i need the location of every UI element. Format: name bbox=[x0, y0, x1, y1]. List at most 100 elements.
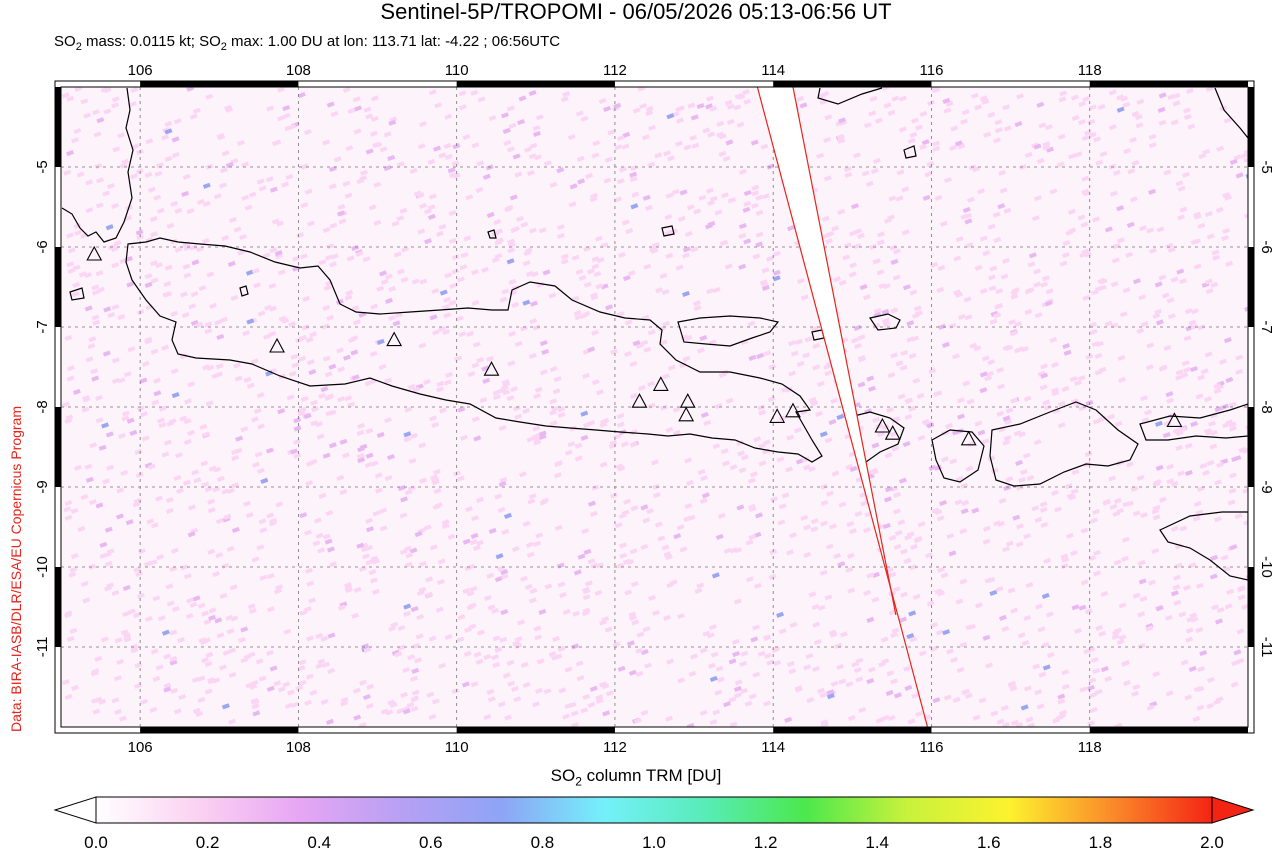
so2-pixel bbox=[582, 311, 591, 318]
so2-pixel bbox=[853, 243, 862, 250]
so2-pixel bbox=[886, 406, 895, 414]
so2-pixel bbox=[1175, 369, 1184, 376]
so2-pixel bbox=[322, 139, 331, 146]
so2-pixel bbox=[1074, 379, 1082, 387]
so2-pixel bbox=[201, 238, 210, 245]
so2-pixel bbox=[982, 250, 991, 257]
volcano-marker bbox=[652, 376, 669, 391]
border-segment bbox=[140, 727, 299, 733]
so2-pixel bbox=[140, 698, 149, 705]
so2-pixel bbox=[849, 528, 857, 535]
so2-pixel bbox=[422, 378, 431, 386]
so2-pixel bbox=[169, 659, 178, 666]
so2-pixel bbox=[324, 538, 333, 545]
so2-pixel bbox=[526, 170, 535, 177]
so2-pixel bbox=[508, 330, 517, 337]
so2-pixel bbox=[743, 238, 752, 245]
so2-pixel bbox=[817, 604, 826, 611]
so2-pixel bbox=[726, 103, 735, 110]
so2-pixel bbox=[304, 188, 313, 195]
so2-pixel bbox=[1063, 349, 1072, 356]
so2-pixel bbox=[215, 518, 224, 525]
so2-pixel bbox=[911, 335, 920, 342]
so2-pixel bbox=[598, 97, 607, 105]
so2-pixel bbox=[467, 563, 476, 570]
so2-pixel bbox=[821, 91, 830, 98]
so2-pixel bbox=[1108, 124, 1117, 131]
so2-pixel bbox=[986, 370, 994, 378]
colorbar-tick-label: 0.6 bbox=[419, 833, 443, 852]
so2-pixel bbox=[672, 429, 681, 436]
so2-pixel bbox=[589, 685, 598, 692]
so2-pixel bbox=[833, 276, 841, 283]
so2-pixel bbox=[507, 247, 516, 254]
so2-pixel bbox=[810, 518, 819, 525]
so2-pixel bbox=[665, 252, 674, 259]
so2-pixel bbox=[111, 202, 120, 209]
so2-pixel bbox=[580, 410, 589, 417]
so2-pixel bbox=[580, 115, 589, 122]
so2-pixel bbox=[442, 329, 451, 336]
so2-pixel bbox=[740, 454, 749, 461]
so2-pixel bbox=[1038, 671, 1047, 678]
so2-pixel bbox=[587, 346, 596, 353]
so2-pixel bbox=[677, 613, 686, 620]
so2-pixel bbox=[898, 477, 907, 484]
volcano-marker bbox=[769, 408, 786, 423]
volcano-marker bbox=[386, 331, 403, 347]
so2-pixel bbox=[438, 325, 447, 333]
so2-pixel bbox=[1177, 185, 1186, 192]
so2-pixel bbox=[360, 169, 368, 176]
so2-pixel bbox=[320, 698, 329, 706]
so2-pixel bbox=[994, 119, 1003, 126]
so2-pixel bbox=[362, 553, 370, 560]
so2-pixel bbox=[574, 442, 583, 449]
coast-islet-5 bbox=[487, 229, 497, 239]
so2-pixel bbox=[535, 114, 544, 121]
so2-pixel bbox=[315, 663, 324, 670]
so2-pixel bbox=[844, 171, 853, 179]
so2-pixel bbox=[461, 681, 470, 688]
so2-pixel bbox=[360, 542, 369, 549]
so2-pixel bbox=[164, 439, 172, 446]
so2-pixel bbox=[969, 342, 978, 349]
so2-pixel bbox=[352, 687, 361, 694]
so2-pixel bbox=[1206, 233, 1215, 240]
so2-pixel bbox=[298, 355, 307, 362]
so2-pixel bbox=[594, 235, 603, 242]
so2-pixel bbox=[188, 303, 197, 310]
so2-pixel bbox=[1139, 595, 1148, 603]
so2-pixel bbox=[599, 461, 608, 468]
so2-pixel bbox=[589, 510, 598, 517]
so2-pixel bbox=[1087, 720, 1096, 727]
so2-pixel bbox=[443, 312, 452, 319]
so2-pixel bbox=[1154, 308, 1163, 315]
lat-tick-label: -8 bbox=[1258, 400, 1272, 413]
so2-pixel bbox=[1137, 559, 1146, 566]
so2-pixel bbox=[1087, 646, 1096, 653]
so2-pixel bbox=[181, 312, 190, 319]
so2-pixel bbox=[1135, 122, 1144, 129]
so2-pixel bbox=[1013, 430, 1022, 437]
so2-pixel bbox=[1041, 592, 1050, 600]
so2-pixel bbox=[372, 558, 380, 565]
so2-pixel bbox=[854, 343, 862, 350]
so2-pixel bbox=[838, 501, 847, 508]
so2-pixel bbox=[1038, 122, 1047, 129]
so2-pixel bbox=[805, 653, 814, 660]
mass-text: mass: 0.0115 kt; SO bbox=[81, 33, 221, 50]
so2-pixel bbox=[487, 604, 496, 611]
so2-pixel bbox=[266, 573, 275, 580]
so2-pixel bbox=[66, 150, 75, 157]
so2-pixel bbox=[1218, 358, 1227, 365]
so2-pixel bbox=[632, 107, 641, 114]
so2-pixel bbox=[376, 431, 385, 439]
so2-pixel bbox=[472, 341, 481, 348]
so2-pixel bbox=[1190, 308, 1199, 315]
so2-pixel bbox=[956, 397, 965, 404]
so2-pixel bbox=[257, 423, 266, 430]
so2-pixel bbox=[1041, 275, 1050, 282]
so2-pixel bbox=[365, 427, 374, 435]
so2-pixel bbox=[556, 224, 565, 231]
so2-pixel bbox=[1122, 287, 1131, 294]
